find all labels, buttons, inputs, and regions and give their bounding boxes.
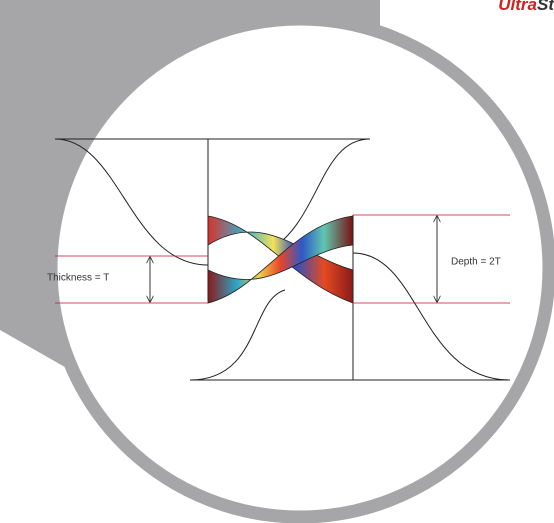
twisted-block [207, 215, 354, 304]
red-guides [55, 214, 510, 304]
logo: UltraSt [498, 0, 554, 14]
depth-label: Depth = 2T [451, 257, 501, 268]
thickness-label: Thickness = T [47, 273, 109, 284]
